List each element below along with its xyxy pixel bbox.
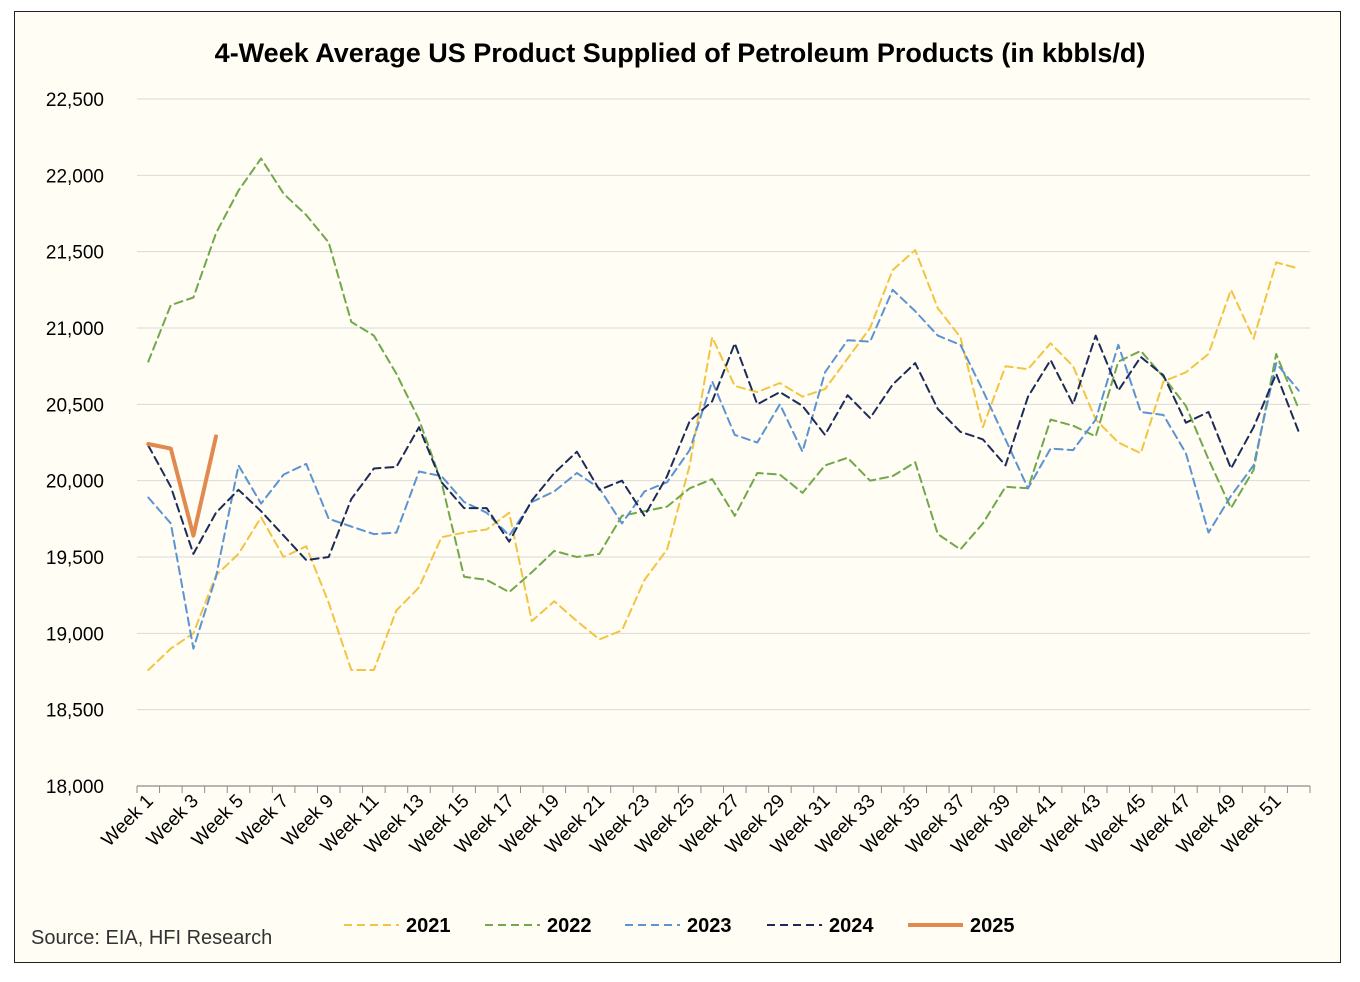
legend-label-2025: 2025 (970, 915, 1015, 937)
y-tick-label: 19,000 (46, 624, 104, 645)
series-line-2021 (147, 249, 1300, 671)
y-tick-label: 19,500 (46, 548, 104, 569)
y-tick-label: 21,000 (46, 319, 104, 340)
series-line-2022 (147, 157, 1300, 594)
y-tick-label: 18,500 (46, 701, 104, 722)
legend: 2021 2022 2023 2024 2025 (344, 915, 1015, 937)
chart-title: 4-Week Average US Product Supplied of Pe… (215, 38, 1146, 68)
y-axis-ticks: 18,000 18,500 19,000 19,500 20,000 20,500 21,0… (46, 90, 104, 798)
y-tick-label: 22,500 (46, 90, 104, 111)
y-tick-label: 20,500 (46, 395, 104, 416)
source-note: Source: EIA, HFI Research (31, 927, 272, 949)
legend-label-2023: 2023 (687, 915, 732, 937)
legend-label-2024: 2024 (829, 915, 874, 937)
series-line-2025 (146, 434, 218, 538)
legend-label-2021: 2021 (406, 915, 451, 937)
chart-frame (14, 11, 1341, 963)
series-line-2023 (147, 288, 1300, 650)
y-tick-label: 18,000 (46, 777, 104, 798)
gridlines (137, 98, 1310, 711)
series-line-2024 (147, 334, 1300, 562)
series-lines (146, 157, 1300, 671)
y-tick-label: 22,000 (46, 166, 104, 187)
y-tick-label: 21,500 (46, 243, 104, 264)
y-tick-label: 20,000 (46, 472, 104, 493)
legend-label-2022: 2022 (547, 915, 592, 937)
